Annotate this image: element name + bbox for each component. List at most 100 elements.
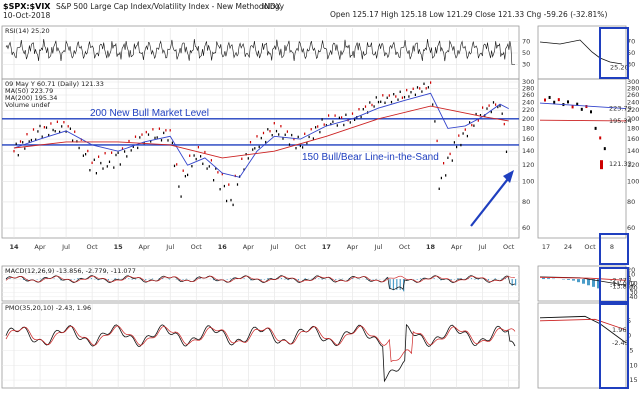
ma200-label: MA(200) 195.34 <box>5 94 57 102</box>
inset-x-tick-label: 8 <box>610 243 614 251</box>
price-point <box>397 98 399 101</box>
macd-histogram-bar <box>73 279 76 280</box>
price-point <box>59 130 61 134</box>
macd-histogram-bar <box>501 278 503 280</box>
highlight-box <box>599 27 629 79</box>
price-point <box>354 118 356 121</box>
price-point <box>308 135 310 139</box>
price-point <box>72 139 74 142</box>
x-tick-label: Apr <box>347 243 359 251</box>
price-point <box>141 133 143 136</box>
price-point <box>236 183 239 186</box>
price-point <box>217 171 219 174</box>
price-point <box>178 185 180 188</box>
price-inset-y-tick-label: 120 <box>627 161 639 169</box>
price-point <box>286 130 288 133</box>
price-point <box>24 147 26 150</box>
macd-histogram-bar <box>179 279 181 281</box>
price-point <box>375 96 377 99</box>
price-point <box>17 154 19 157</box>
x-tick-label: Jul <box>374 243 383 251</box>
price-y-tick-label: 100 <box>522 178 534 186</box>
price-point <box>241 157 243 160</box>
close-last-value: 121.33 <box>609 160 632 168</box>
macd-histogram-bar <box>77 278 79 280</box>
price-point <box>469 121 471 124</box>
rsi-inset-y-tick-label: 70 <box>627 38 635 46</box>
macd-histogram-bar <box>60 279 62 281</box>
macd-histogram-bar <box>416 279 418 280</box>
price-inset-frame <box>537 78 627 239</box>
price-point <box>458 134 460 137</box>
macd-histogram-bar <box>304 278 306 280</box>
price-point <box>338 116 340 119</box>
price-point <box>306 141 308 145</box>
rsi-label: RSI(14) 25.20 <box>5 27 50 35</box>
price-point <box>438 187 440 190</box>
price-inset-point <box>590 110 592 114</box>
price-inset-y-tick-label: 280 <box>627 84 639 92</box>
macd-histogram-bar <box>457 278 459 280</box>
macd-histogram-bar <box>440 279 442 281</box>
price-point <box>91 161 93 164</box>
price-point <box>323 123 325 126</box>
ma50-inset-line <box>539 102 627 110</box>
price-point <box>139 136 141 139</box>
macd-y-tick-label: 20 <box>627 266 635 274</box>
price-point <box>106 165 108 168</box>
price-point <box>126 155 128 158</box>
price-point <box>475 112 477 116</box>
macd-histogram-bar <box>212 279 215 281</box>
price-point <box>399 90 401 93</box>
macd-histogram-bar <box>389 279 391 290</box>
macd-histogram-bar <box>511 279 513 286</box>
macd-line <box>5 275 516 290</box>
price-point <box>256 135 258 138</box>
macd-histogram-bar <box>145 279 147 281</box>
price-point <box>184 175 186 178</box>
price-point <box>492 101 495 104</box>
price-point <box>390 100 393 104</box>
data-layer: 25.20 223.79 195.34 121.33 -2.779-11.077-13.… <box>2 27 635 389</box>
price-point <box>297 135 299 139</box>
price-inset-point <box>585 105 588 109</box>
price-point <box>414 93 416 96</box>
price-point <box>43 126 45 129</box>
macd-value-1: -2.779 <box>610 276 631 284</box>
macd-histogram-bar <box>331 279 333 281</box>
price-point <box>76 140 78 143</box>
price-point <box>160 139 163 142</box>
macd-histogram-bar <box>128 278 130 280</box>
price-point <box>315 126 317 129</box>
rsi-inset-line <box>539 39 623 65</box>
price-point <box>430 81 432 84</box>
price-point <box>54 130 56 133</box>
macd-inset-histogram-bar <box>587 279 590 286</box>
price-point <box>293 137 295 141</box>
price-point <box>156 136 158 139</box>
price-point <box>195 157 197 161</box>
macd-histogram-bar <box>267 278 269 280</box>
price-point <box>67 125 69 128</box>
price-point <box>403 96 406 99</box>
price-point <box>223 184 225 188</box>
price-inset-point <box>567 100 569 104</box>
annotation-arrow <box>470 174 512 227</box>
price-point <box>427 86 429 89</box>
macd-histogram-bar <box>90 278 93 280</box>
price-point <box>388 94 390 97</box>
price-point <box>204 150 206 154</box>
ma200-line <box>13 105 509 159</box>
price-point <box>32 128 35 131</box>
macd-histogram-bar <box>474 279 476 280</box>
price-point <box>176 163 178 166</box>
price-point <box>421 90 423 93</box>
pmo-y-tick-label: 5 <box>627 317 631 325</box>
price-point <box>210 159 212 162</box>
price-point <box>61 125 63 128</box>
price-point <box>219 188 221 191</box>
macd-histogram-bar <box>97 279 99 281</box>
x-tick-label: 18 <box>426 243 436 251</box>
ohlc-label: Open 125.17 High 125.18 Low 121.29 Close… <box>330 10 607 19</box>
macd-y-tick-label: -40 <box>627 293 638 301</box>
